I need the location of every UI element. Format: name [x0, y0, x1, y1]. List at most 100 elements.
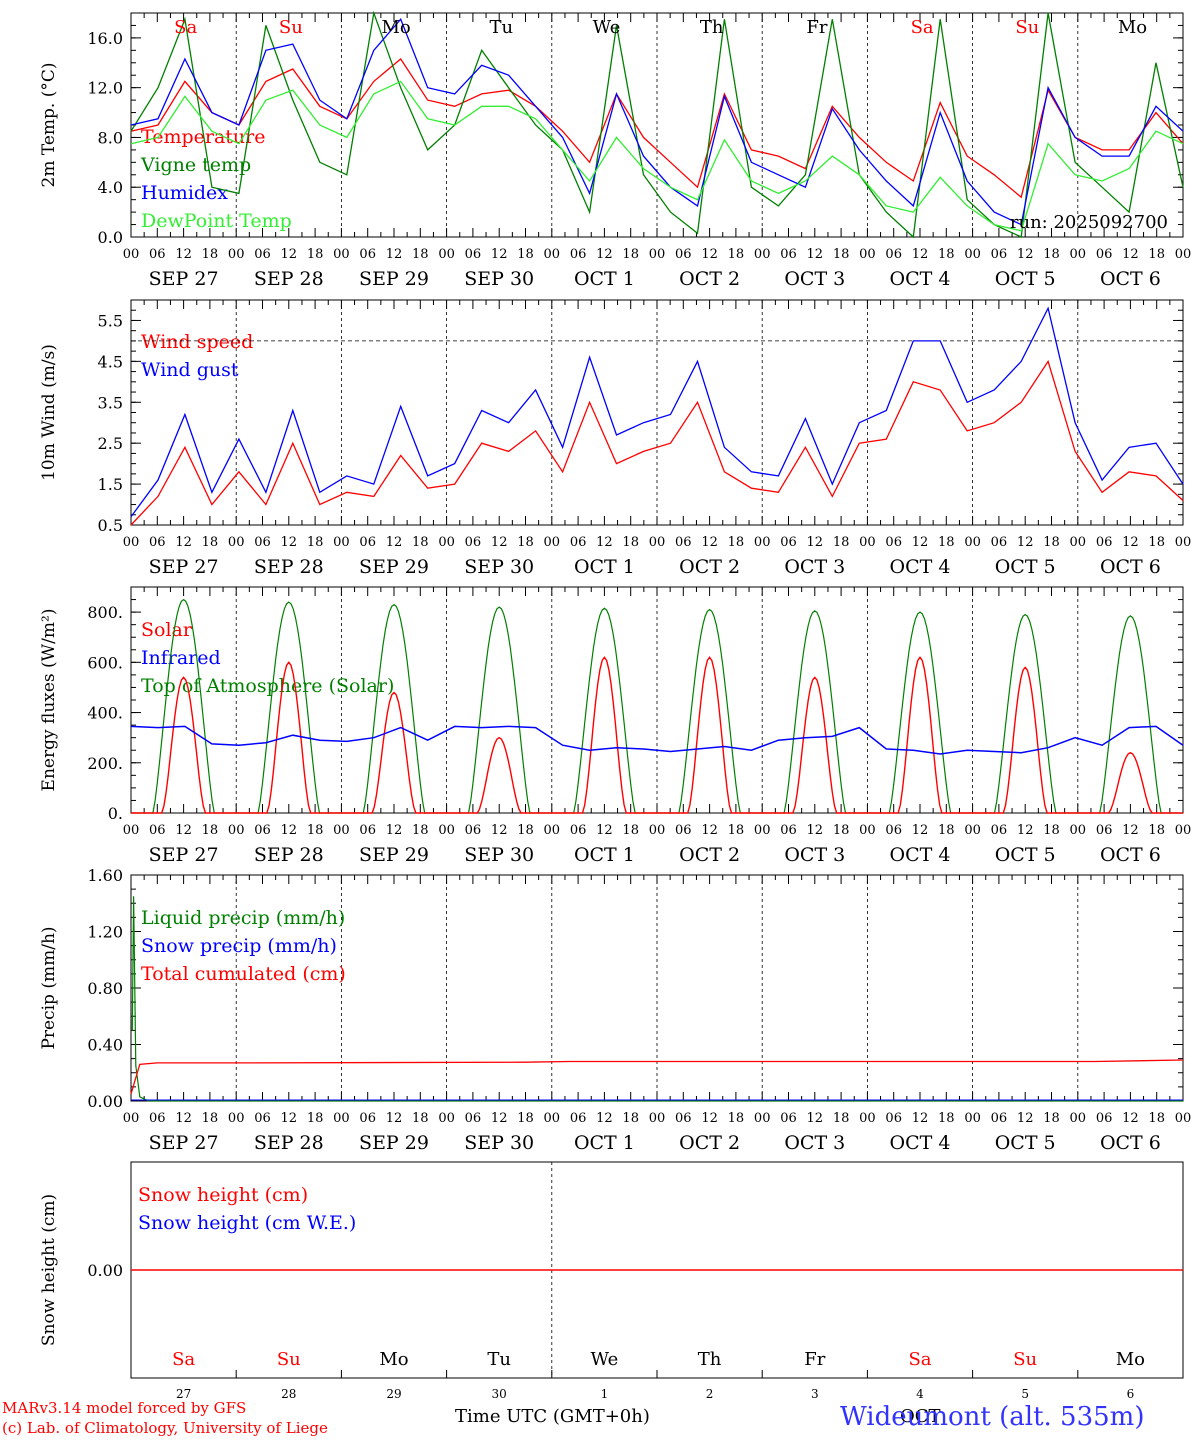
day-abbr: Su — [279, 17, 303, 38]
y-tick-label: 800. — [87, 603, 123, 622]
model-credit: MARv3.14 model forced by GFS — [2, 1399, 247, 1417]
date-label: SEP 27 — [149, 844, 219, 866]
hour-label: 00 — [544, 1111, 561, 1126]
date-label: OCT 4 — [890, 1132, 951, 1154]
legend-entry: Wind speed — [141, 331, 253, 353]
hour-label: 00 — [438, 247, 455, 262]
hour-label: 06 — [359, 247, 376, 262]
hour-label: 12 — [1017, 1111, 1034, 1126]
hour-label: 00 — [649, 535, 666, 550]
hour-label: 12 — [1017, 247, 1034, 262]
hour-label: 00 — [228, 535, 245, 550]
hour-label: 18 — [412, 1111, 429, 1126]
hour-label: 00 — [123, 247, 140, 262]
hour-label: 06 — [991, 535, 1008, 550]
hour-label: 12 — [596, 247, 613, 262]
hour-label: 06 — [1096, 1111, 1113, 1126]
hour-label: 00 — [649, 823, 666, 838]
hour-label: 06 — [885, 247, 902, 262]
hour-label: 00 — [964, 247, 981, 262]
hour-label: 12 — [175, 1111, 192, 1126]
hour-label: 00 — [1070, 247, 1087, 262]
hour-label: 18 — [1043, 823, 1060, 838]
hour-label: 06 — [570, 1111, 587, 1126]
hour-label: 18 — [202, 535, 219, 550]
day-number: 27 — [176, 1387, 191, 1401]
hour-label: 06 — [675, 247, 692, 262]
hour-label: 12 — [912, 247, 929, 262]
date-label: OCT 1 — [574, 556, 635, 578]
hour-label: 12 — [175, 535, 192, 550]
day-number: 2 — [706, 1387, 714, 1401]
hour-label: 12 — [491, 247, 508, 262]
hour-label: 06 — [991, 823, 1008, 838]
y-tick-label: 0.5 — [98, 516, 123, 535]
hour-label: 00 — [228, 1111, 245, 1126]
hour-label: 18 — [728, 1111, 745, 1126]
date-label: SEP 28 — [254, 844, 324, 866]
run-label: run: 2025092700 — [1010, 212, 1168, 233]
hour-label: 06 — [254, 823, 271, 838]
y-tick-label: 1.20 — [87, 923, 123, 942]
hour-label: 12 — [281, 535, 298, 550]
hour-label: 00 — [333, 247, 350, 262]
y-axis-title: Precip (mm/h) — [39, 926, 59, 1049]
hour-label: 12 — [1122, 247, 1139, 262]
y-axis-title: Snow height (cm) — [39, 1194, 59, 1346]
hour-label: 06 — [780, 823, 797, 838]
y-tick-label: 0.80 — [87, 979, 123, 998]
hour-label: 00 — [649, 1111, 666, 1126]
day-number: 28 — [281, 1387, 296, 1401]
hour-label: 00 — [438, 823, 455, 838]
y-tick-label: 600. — [87, 653, 123, 672]
hour-label: 12 — [1122, 823, 1139, 838]
date-label: OCT 6 — [1100, 1132, 1161, 1154]
day-number: 3 — [811, 1387, 819, 1401]
y-tick-label: 0.40 — [87, 1036, 123, 1055]
panel-3: 0. 200. 400. 600. 800. Energy fluxes (W/m²) 00… — [39, 586, 1191, 866]
hour-label: 18 — [202, 247, 219, 262]
hour-label: 12 — [912, 535, 929, 550]
day-abbr: We — [591, 1349, 619, 1370]
hour-label: 00 — [859, 247, 876, 262]
hour-label: 06 — [780, 1111, 797, 1126]
series-wind-gust — [130, 306, 1184, 518]
hour-label: 12 — [281, 1111, 298, 1126]
panel-5: 0.00 Snow height (cm) Snow height (cm) Snow… — [39, 1161, 1184, 1401]
date-label: OCT 6 — [1100, 844, 1161, 866]
hour-label: 06 — [149, 247, 166, 262]
hour-label: 06 — [570, 823, 587, 838]
date-label: OCT 3 — [784, 1132, 845, 1154]
hour-label: 12 — [491, 823, 508, 838]
hour-label: 18 — [728, 535, 745, 550]
legend-entry: Top of Atmosphere (Solar) — [141, 675, 394, 697]
date-label: OCT 1 — [574, 844, 635, 866]
hour-label: 00 — [859, 535, 876, 550]
hour-label: 00 — [964, 535, 981, 550]
day-number: 30 — [492, 1387, 507, 1401]
hour-label: 00 — [333, 1111, 350, 1126]
hour-label: 12 — [912, 1111, 929, 1126]
date-label: OCT 4 — [890, 556, 951, 578]
hour-label: 12 — [807, 823, 824, 838]
hour-label: 00 — [1070, 823, 1087, 838]
legend-entry: Solar — [141, 619, 193, 641]
day-abbr: Mo — [1116, 1349, 1145, 1370]
day-abbr: We — [593, 17, 621, 38]
hour-label: 18 — [1148, 1111, 1165, 1126]
day-abbr: Th — [700, 17, 724, 38]
hour-label: 00 — [754, 247, 771, 262]
hour-label: 06 — [991, 1111, 1008, 1126]
hour-label: 06 — [570, 247, 587, 262]
legend-entry: DewPoint Temp — [141, 210, 292, 232]
hour-label: 18 — [1043, 247, 1060, 262]
legend-entry: Infrared — [141, 647, 221, 669]
hour-label: 18 — [1043, 1111, 1060, 1126]
date-label: SEP 29 — [359, 556, 429, 578]
day-abbr: Su — [1015, 17, 1039, 38]
date-label: SEP 30 — [464, 1132, 534, 1154]
hour-label: 00 — [228, 823, 245, 838]
y-tick-label: 4.0 — [98, 178, 123, 197]
day-number: 5 — [1021, 1387, 1029, 1401]
hour-label: 12 — [1122, 535, 1139, 550]
